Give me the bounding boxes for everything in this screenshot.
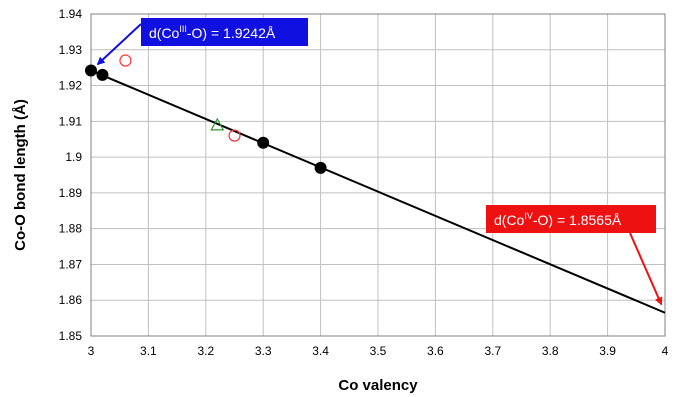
- x-tick-label: 3: [88, 344, 95, 358]
- y-tick-labels: 1.85 1.86 1.87 1.88 1.89 1.9 1.91 1.92 1.93 1.94: [59, 7, 83, 343]
- y-tick-label: 1.9: [65, 150, 82, 164]
- data-point: [210, 117, 225, 131]
- y-axis-title: Co-O bond length (Å): [12, 99, 29, 251]
- data-point: [85, 64, 97, 77]
- x-tick-label: 3.4: [312, 344, 329, 358]
- x-tick-label: 3.3: [255, 344, 272, 358]
- data-point: [119, 54, 132, 67]
- y-tick-label: 1.88: [59, 222, 83, 236]
- x-tick-label: 3.1: [140, 344, 157, 358]
- x-tick-label: 3.5: [370, 344, 387, 358]
- data-point: [228, 129, 241, 142]
- x-axis-title: Co valency: [338, 377, 418, 394]
- grid: [90, 13, 666, 337]
- callout-arrow: [629, 232, 663, 306]
- y-tick-label: 1.85: [59, 329, 83, 343]
- callout-box: [141, 18, 308, 46]
- data-point: [314, 161, 327, 174]
- plot-area: [90, 13, 666, 337]
- callout: d(CoIII-O) = 1.9242Å: [96, 18, 308, 66]
- callout-label: d(CoIV-O) = 1.8565Å: [494, 211, 622, 228]
- y-tick-label: 1.86: [59, 293, 83, 307]
- x-tick-label: 3.7: [484, 344, 501, 358]
- x-tick-label: 3.2: [197, 344, 214, 358]
- x-tick-label: 4: [662, 344, 669, 358]
- x-tick-label: 3.8: [542, 344, 559, 358]
- fit-line-group: [90, 69, 666, 314]
- y-tick-label: 1.94: [59, 7, 83, 21]
- callout-box: [486, 205, 656, 233]
- fit-line: [90, 69, 666, 314]
- x-tick-label: 3.6: [427, 344, 444, 358]
- callout-label: d(CoIII-O) = 1.9242Å: [149, 24, 276, 41]
- y-tick-label: 1.92: [59, 79, 83, 93]
- data-point: [257, 136, 270, 149]
- y-tick-label: 1.89: [59, 186, 83, 200]
- callout-arrow: [96, 23, 142, 66]
- y-tick-label: 1.91: [59, 114, 83, 128]
- callouts: d(CoIII-O) = 1.9242Å d(CoIV-O) = 1.8565Å: [96, 18, 663, 306]
- markers: [85, 54, 327, 174]
- callout: d(CoIV-O) = 1.8565Å: [486, 205, 663, 306]
- x-tick-labels: 3 3.1 3.2 3.3 3.4 3.5 3.6 3.7 3.8 3.9 4: [88, 344, 669, 358]
- y-tick-label: 1.87: [59, 257, 83, 271]
- data-point: [96, 68, 109, 81]
- x-tick-label: 3.9: [599, 344, 616, 358]
- y-tick-label: 1.93: [59, 43, 83, 57]
